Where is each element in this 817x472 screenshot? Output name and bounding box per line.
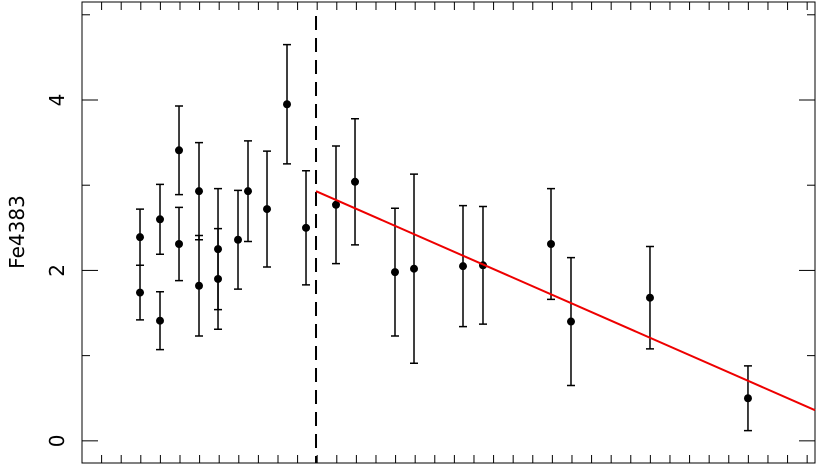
y-axis-label: Fe4383 (5, 195, 29, 269)
data-point (302, 223, 311, 232)
data-point (283, 100, 292, 109)
data-point (244, 187, 253, 196)
data-point (390, 268, 399, 277)
data-point (195, 281, 204, 290)
y-tick-label: 4 (45, 94, 69, 107)
y-tick-label: 2 (45, 264, 69, 277)
data-point (195, 187, 204, 196)
data-point (156, 215, 165, 224)
data-point (263, 205, 272, 214)
data-point (459, 262, 468, 271)
data-point (566, 317, 575, 326)
data-point (743, 394, 752, 403)
data-point (156, 316, 165, 325)
data-point (136, 233, 145, 242)
data-point (410, 264, 419, 273)
y-tick-label: 0 (45, 434, 69, 447)
fit-line (315, 190, 816, 412)
data-point (136, 288, 145, 297)
data-point (175, 240, 184, 249)
data-point (175, 146, 184, 155)
data-point (234, 235, 243, 244)
data-point (214, 274, 223, 283)
data-point (332, 200, 341, 209)
data-point (645, 293, 654, 302)
data-point (547, 240, 556, 249)
plot-frame (81, 1, 816, 464)
data-point (351, 177, 360, 186)
